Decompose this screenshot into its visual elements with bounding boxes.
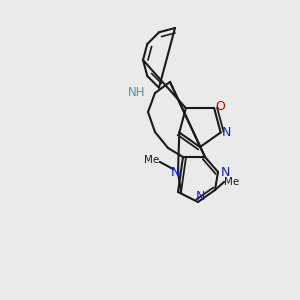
Text: N: N [222, 126, 231, 139]
Text: O: O [215, 100, 225, 112]
Text: NH: NH [128, 86, 146, 100]
Text: Me: Me [224, 177, 240, 187]
Text: Me: Me [144, 155, 160, 165]
Text: N: N [195, 190, 205, 203]
Text: N: N [170, 166, 180, 178]
Text: N: N [220, 166, 230, 178]
